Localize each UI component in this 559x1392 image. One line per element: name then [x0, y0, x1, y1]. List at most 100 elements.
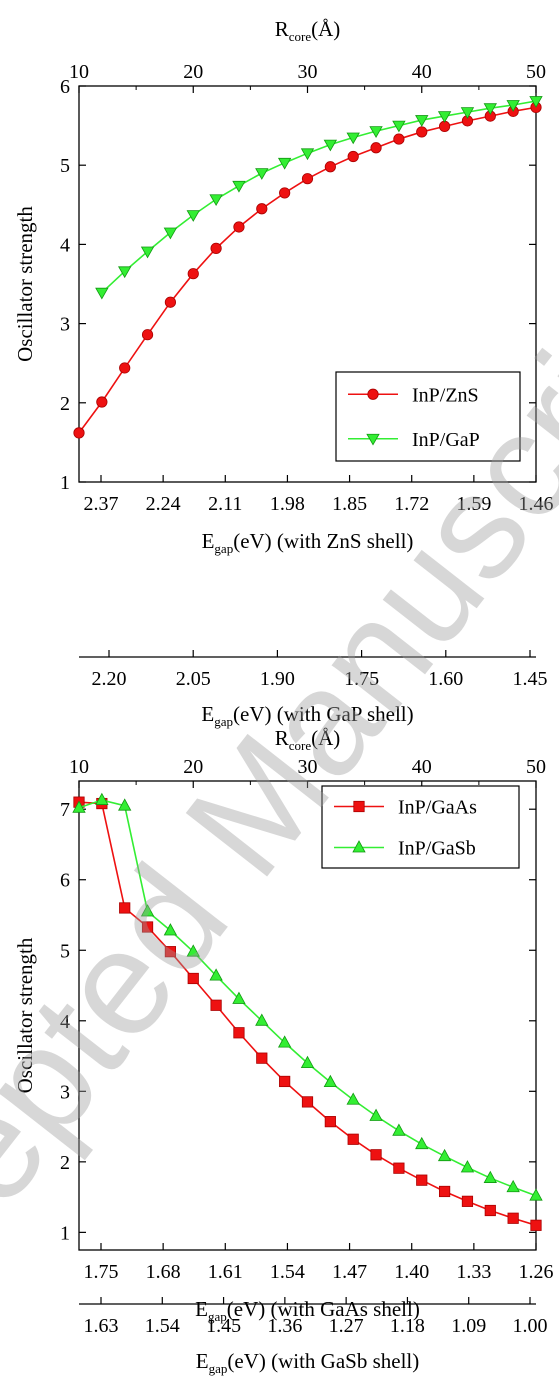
bottom-axis-title-unit: (eV) (with ZnS shell): [233, 529, 413, 553]
data-point: [256, 203, 268, 215]
legend-marker: [352, 840, 366, 853]
second-tick-label: 1.45: [513, 668, 548, 690]
data-point: [118, 798, 132, 811]
second-tick-label: 1.00: [513, 1315, 548, 1337]
data-point: [530, 1219, 542, 1231]
data-point: [392, 120, 406, 133]
y-tick-label: 4: [60, 234, 70, 256]
second-axis-title-unit: (eV) (with GaSb shell): [227, 1349, 419, 1373]
bottom-tick-label: 2.37: [84, 493, 119, 515]
data-point: [233, 221, 245, 233]
second-tick-label: 1.09: [451, 1315, 486, 1337]
data-point: [369, 1108, 383, 1121]
y-tick-label: 2: [60, 1152, 70, 1174]
data-point: [119, 362, 131, 374]
series-inp-zns: [73, 101, 542, 439]
data-point: [323, 139, 338, 152]
data-point: [163, 923, 178, 936]
legend-label: InP/GaAs: [398, 797, 477, 819]
bottom-tick-label: 1.75: [84, 1261, 119, 1283]
y-tick-label: 1: [60, 472, 70, 494]
data-point: [324, 1116, 336, 1128]
second-axis-title-base: E: [196, 1349, 209, 1373]
data-point: [392, 1123, 406, 1136]
data-point: [141, 921, 154, 933]
data-point: [140, 904, 155, 917]
data-point: [256, 1052, 268, 1064]
data-point: [460, 107, 475, 119]
data-point: [277, 157, 292, 170]
top-axis-title-unit: (Å): [311, 17, 340, 41]
bottom-tick-label: 1.47: [332, 1261, 367, 1283]
data-point: [301, 1096, 314, 1108]
top-tick-label: 20: [183, 61, 203, 83]
data-point: [324, 161, 336, 173]
data-point: [393, 133, 405, 145]
bottom-axis-title-sub: gap: [208, 1309, 227, 1324]
bottom-axis-title: Egap(eV) (with ZnS shell): [202, 529, 414, 556]
data-point: [393, 1162, 405, 1174]
second-axis-title-unit: (eV) (with GaP shell): [233, 702, 414, 726]
bottom-axis-title-base: E: [195, 1297, 208, 1321]
top-axis-title-unit: (Å): [311, 726, 340, 750]
series-inp-gap: [95, 96, 543, 300]
y-tick-label: 5: [60, 155, 70, 177]
data-point: [438, 1185, 451, 1198]
data-point: [96, 396, 108, 408]
legend-marker: [367, 388, 379, 400]
legend-box: [321, 785, 520, 869]
second-tick-label: 1.63: [84, 1315, 119, 1337]
data-point: [506, 1179, 520, 1193]
data-point: [415, 1136, 429, 1150]
data-point: [187, 972, 199, 985]
data-point: [210, 242, 222, 254]
data-point: [529, 1188, 543, 1201]
data-point: [232, 180, 246, 193]
second-axis-title: Egap(eV) (with GaP shell): [201, 702, 413, 729]
top-axis-title-sub: core: [289, 738, 312, 753]
bottom-tick-label: 2.11: [208, 493, 242, 515]
data-point: [415, 115, 429, 127]
data-point: [209, 194, 223, 207]
legend-label: InP/GaSb: [398, 838, 476, 860]
y-tick-label: 2: [60, 393, 70, 415]
data-point: [279, 187, 291, 199]
second-tick-label: 1.45: [206, 1315, 241, 1337]
bottom-tick-label: 1.68: [146, 1261, 181, 1283]
data-point: [95, 792, 109, 805]
second-tick-label: 1.27: [329, 1315, 364, 1337]
top-axis-title-sub: core: [289, 29, 312, 44]
data-point: [370, 1149, 382, 1161]
legend-label: InP/ZnS: [412, 384, 479, 406]
top-axis-title-base: R: [275, 726, 289, 750]
second-tick-label: 1.75: [344, 668, 379, 690]
data-point: [72, 800, 86, 813]
data-point: [461, 1195, 474, 1207]
y-tick-label: 6: [60, 76, 70, 98]
second-tick-label: 2.05: [176, 668, 211, 690]
second-tick-label: 1.60: [428, 668, 463, 690]
data-point: [301, 173, 314, 185]
data-point: [210, 999, 222, 1011]
data-point: [483, 1170, 497, 1183]
data-point: [507, 1212, 519, 1224]
data-point: [460, 1160, 475, 1173]
top-tick-label: 20: [183, 756, 203, 778]
second-tick-label: 1.36: [267, 1315, 302, 1337]
data-point: [506, 100, 520, 112]
series-inp-gasb: [72, 792, 543, 1201]
series-line: [101, 100, 537, 294]
top-tick-label: 50: [526, 61, 546, 83]
y-tick-label: 4: [60, 1011, 70, 1033]
bottom-tick-label: 1.46: [519, 493, 554, 515]
data-point: [323, 1074, 338, 1088]
top-tick-label: 30: [298, 756, 318, 778]
bottom-axis-title-unit: (eV) (with GaAs shell): [227, 1297, 420, 1321]
second-axis-title: Egap(eV) (with GaSb shell): [196, 1349, 420, 1376]
y-axis-label: Oscillator strength: [13, 206, 37, 362]
y-tick-label: 3: [60, 314, 70, 336]
bottom-axis-title: Egap(eV) (with GaAs shell): [195, 1297, 420, 1324]
data-point: [118, 266, 132, 279]
data-point: [416, 126, 428, 138]
bottom-tick-label: 1.85: [332, 493, 367, 515]
